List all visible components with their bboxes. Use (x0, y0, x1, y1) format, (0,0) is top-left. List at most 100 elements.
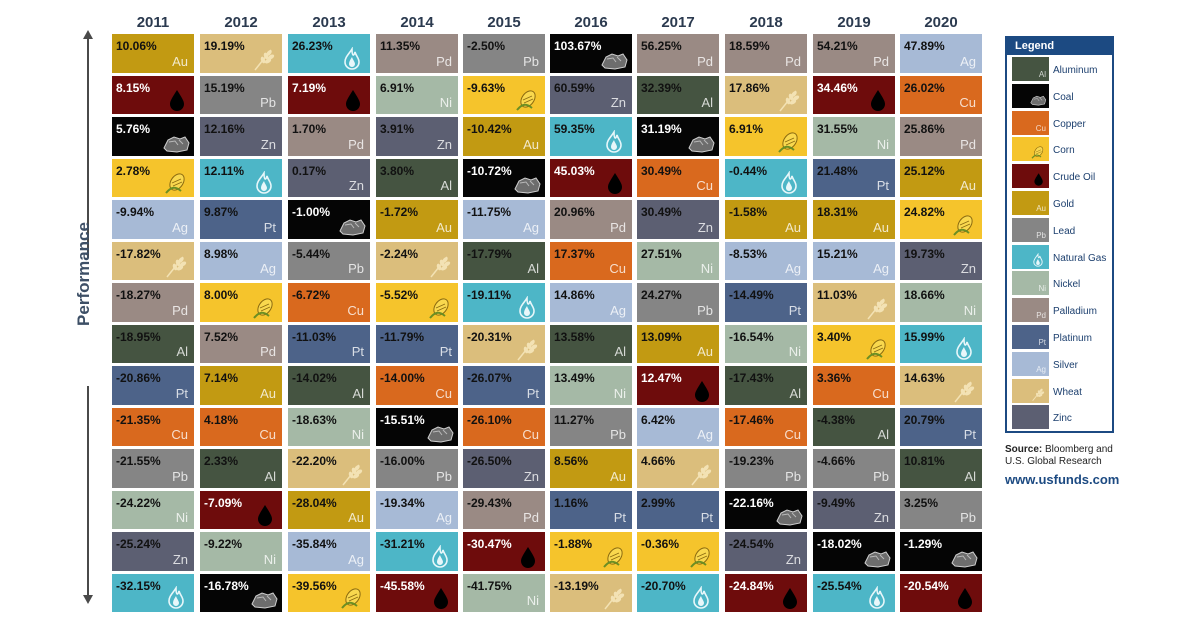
legend-swatch: Pb (1012, 217, 1049, 242)
commodity-cell: 13.49% Ni (550, 366, 632, 405)
return-value: -1.58% (729, 205, 768, 219)
commodity-cell: -19.11% (463, 283, 545, 322)
year-header: 2015 (487, 14, 521, 31)
return-value: -32.15% (116, 578, 161, 593)
commodity-cell: 8.98% Ag (200, 241, 282, 280)
legend-symbol: Cu (1035, 123, 1046, 133)
commodity-cell: -19.23% Pb (725, 449, 807, 488)
gas-flame-icon (599, 128, 629, 154)
return-value: -25.24% (116, 537, 161, 551)
element-symbol: Pb (172, 468, 188, 484)
commodity-cell: -14.02% Al (288, 366, 370, 405)
return-value: -24.22% (116, 495, 161, 510)
legend-item: Corn (1007, 135, 1112, 162)
element-symbol: Zn (873, 510, 889, 525)
return-value: -18.02% (817, 537, 862, 551)
legend-item: Au Gold (1007, 189, 1112, 216)
corn-icon (862, 337, 892, 361)
return-value: -9.49% (817, 495, 856, 510)
element-symbol: Al (701, 95, 713, 110)
corn-icon (1029, 145, 1047, 160)
return-value: 13.58% (554, 329, 595, 344)
legend-swatch (1012, 244, 1049, 269)
commodity-cell: -10.72% (463, 158, 545, 197)
commodity-cell: 60.59% Zn (550, 75, 632, 114)
legend-swatch: Pd (1012, 298, 1049, 323)
return-value: 14.86% (554, 288, 595, 302)
commodity-cell: 14.86% Ag (550, 283, 632, 322)
return-value: 8.00% (204, 288, 239, 302)
ranked-cells: 54.21% Pd 34.46% 31.55% Ni 21.48% Pt 18.31% Au 15… (813, 34, 895, 612)
commodity-cell: -35.84% Ag (288, 532, 370, 571)
element-symbol: Ni (175, 510, 188, 525)
year-column: 2013 26.23% 7.19% 1.70% Pd 0.17% Zn -1.00% -5.44… (288, 12, 370, 612)
return-value: 11.27% (554, 412, 595, 427)
return-value: -14.00% (380, 371, 425, 385)
element-symbol: Ag (348, 551, 364, 567)
return-value: 6.91% (380, 80, 415, 95)
return-value: -0.36% (641, 537, 680, 551)
element-symbol: Cu (959, 95, 976, 110)
return-value: 10.06% (116, 39, 157, 53)
return-value: -20.31% (467, 329, 512, 344)
return-value: 32.39% (641, 80, 682, 95)
legend-label: Wheat (1053, 386, 1082, 398)
element-symbol: Al (264, 468, 276, 484)
commodity-cell: -10.42% Au (463, 117, 545, 156)
return-value: 59.35% (554, 122, 595, 136)
year-header: 2017 (661, 14, 695, 31)
website-link[interactable]: www.usfunds.com (1005, 472, 1120, 487)
element-symbol: Ag (436, 510, 452, 525)
commodity-cell: 7.14% Au (200, 366, 282, 405)
return-value: -9.22% (204, 537, 243, 551)
commodity-cell: -18.27% Pd (112, 283, 194, 322)
element-symbol: Cu (435, 385, 452, 401)
return-value: -15.51% (380, 412, 425, 427)
return-value: 56.25% (641, 39, 682, 53)
commodity-cell: -0.36% (637, 532, 719, 571)
oil-drop-icon (774, 586, 804, 610)
return-value: 12.47% (641, 371, 682, 385)
commodity-cell: 10.81% Al (900, 449, 982, 488)
commodity-cell: 56.25% Pd (637, 34, 719, 73)
oil-drop-icon (161, 88, 191, 112)
commodity-cell: -9.22% Ni (200, 532, 282, 571)
year-column: 2014 11.35% Pd 6.91% Ni 3.91% Zn 3.80% Al -1.72% A… (376, 12, 458, 612)
commodity-cell: -0.44% (725, 158, 807, 197)
return-value: -2.24% (380, 246, 419, 261)
return-value: 47.89% (904, 39, 945, 53)
element-symbol: Ag (960, 53, 976, 69)
return-value: 7.52% (204, 329, 239, 344)
commodity-cell: -9.49% Zn (813, 490, 895, 529)
legend-list: Al Aluminum Coal Cu Copper Corn Crude Oil Au Gol… (1007, 55, 1112, 430)
return-value: -11.79% (380, 329, 425, 344)
year-header: 2014 (400, 14, 434, 31)
return-value: 5.76% (116, 122, 151, 136)
return-value: 31.55% (817, 122, 858, 136)
commodity-cell: 2.99% Pt (637, 490, 719, 529)
commodity-cell: -1.88% (550, 532, 632, 571)
return-value: -13.19% (554, 578, 599, 593)
commodity-cell: 9.87% Pt (200, 200, 282, 239)
wheat-icon (249, 47, 279, 71)
return-value: 45.03% (554, 163, 595, 178)
commodity-cell: -1.00% (288, 200, 370, 239)
element-symbol: Au (523, 136, 539, 152)
commodity-cell: 34.46% (813, 75, 895, 114)
return-value: -17.43% (729, 371, 774, 385)
year-column: 2016 103.67% 60.59% Zn 59.35% 45.03% 20.96% Pd 1… (550, 12, 632, 612)
commodity-cell: 24.82% (900, 200, 982, 239)
return-value: -9.63% (467, 80, 506, 95)
return-value: -21.35% (116, 412, 161, 427)
commodity-cell: 19.73% Zn (900, 241, 982, 280)
year-column: 2020 47.89% Ag 26.02% Cu 25.86% Pd 25.12% Au 24.8… (900, 12, 982, 612)
element-symbol: Al (176, 344, 188, 359)
return-value: 4.18% (204, 412, 239, 427)
element-symbol: Au (348, 510, 364, 525)
corn-icon (599, 545, 629, 569)
commodity-cell: 13.09% Au (637, 324, 719, 363)
gas-flame-icon (249, 170, 279, 195)
return-value: 19.19% (204, 39, 245, 53)
element-symbol: Zn (172, 551, 188, 567)
element-symbol: Pt (263, 219, 276, 235)
